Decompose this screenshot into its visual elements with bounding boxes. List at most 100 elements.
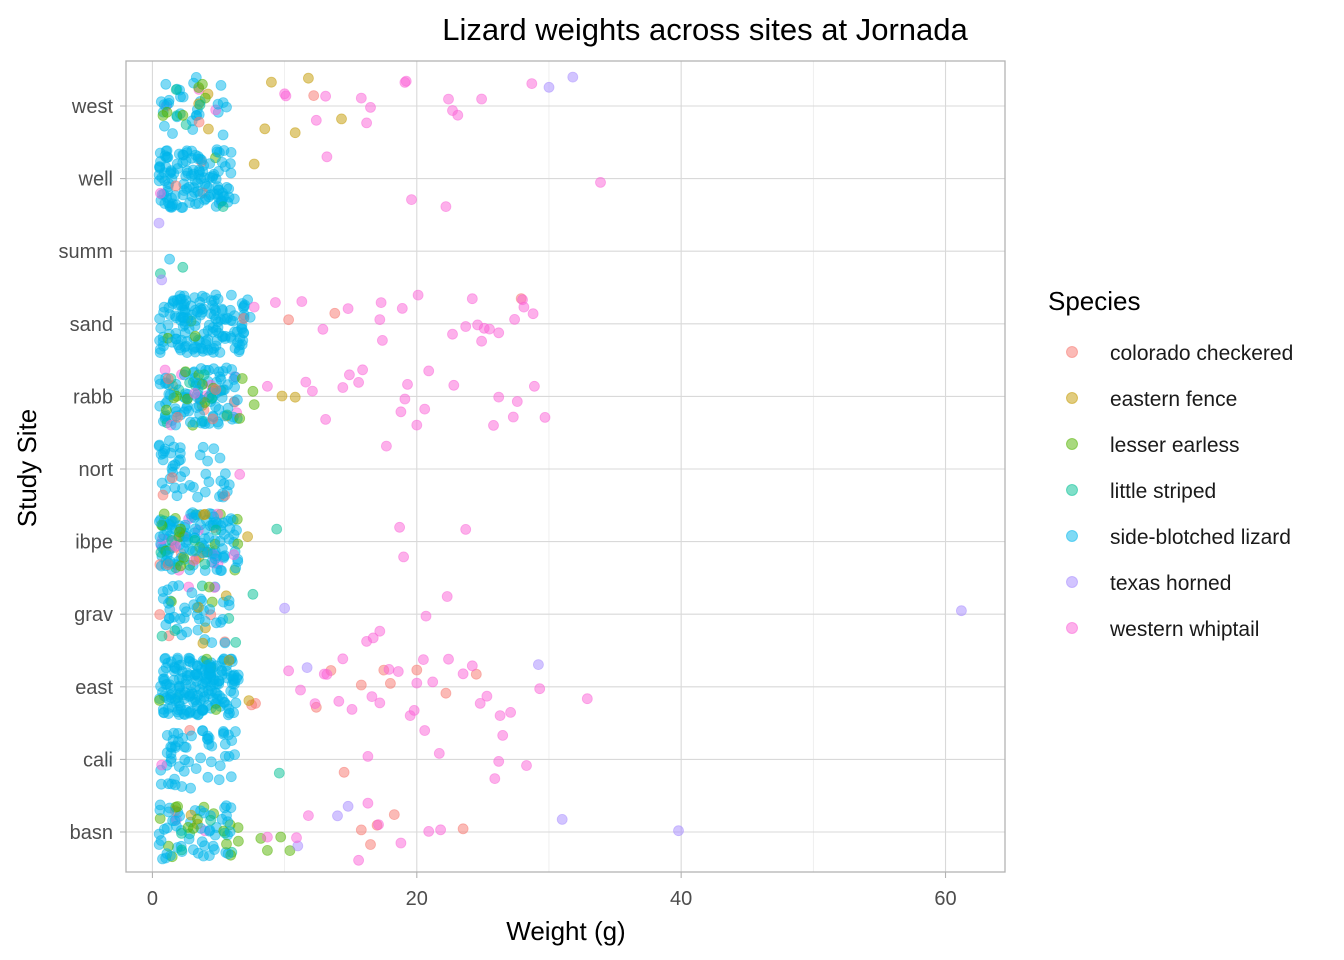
point-side-blotched-lizard	[174, 810, 186, 822]
point-western-whiptail	[511, 396, 523, 407]
point-eastern-fence	[259, 123, 271, 135]
legend-key-western-whiptail	[1066, 622, 1078, 634]
point-side-blotched-lizard	[191, 402, 203, 414]
point-side-blotched-lizard	[214, 535, 226, 547]
point-western-whiptail	[443, 653, 454, 665]
point-western-whiptail	[447, 328, 458, 340]
point-side-blotched-lizard	[217, 129, 229, 141]
point-side-blotched-lizard	[169, 482, 181, 494]
point-lesser-earless	[210, 704, 222, 715]
point-lesser-earless	[284, 845, 296, 856]
point-colorado-checkered	[384, 678, 396, 689]
point-western-whiptail	[346, 704, 358, 715]
point-side-blotched-lizard	[224, 304, 236, 316]
point-texas-horned	[156, 274, 168, 286]
x-tick-label: 0	[147, 888, 158, 910]
point-side-blotched-lizard	[153, 440, 165, 452]
point-side-blotched-lizard	[213, 774, 225, 786]
point-side-blotched-lizard	[223, 751, 235, 762]
point-western-whiptail	[357, 364, 369, 376]
point-western-whiptail	[309, 698, 321, 709]
point-side-blotched-lizard	[202, 334, 214, 345]
point-lesser-earless	[154, 695, 165, 706]
point-little-striped	[198, 369, 210, 381]
point-lesser-earless	[187, 823, 199, 834]
point-lesser-earless	[232, 835, 244, 847]
point-side-blotched-lizard	[229, 726, 241, 737]
point-eastern-fence	[276, 390, 288, 402]
point-colorado-checkered	[154, 609, 166, 620]
point-side-blotched-lizard	[203, 476, 215, 488]
point-western-whiptail	[374, 697, 386, 709]
point-western-whiptail	[518, 301, 530, 313]
point-western-whiptail	[296, 296, 308, 307]
point-colorado-checkered	[157, 489, 169, 501]
point-side-blotched-lizard	[186, 587, 198, 599]
point-side-blotched-lizard	[219, 637, 231, 649]
point-lesser-earless	[174, 526, 185, 538]
point-lesser-earless	[247, 385, 259, 397]
point-side-blotched-lizard	[160, 78, 172, 90]
point-western-whiptail	[361, 117, 373, 129]
panel-border	[125, 60, 1006, 873]
point-side-blotched-lizard	[206, 637, 218, 648]
point-western-whiptail	[406, 194, 417, 206]
point-western-whiptail	[343, 369, 355, 381]
point-western-whiptail	[189, 388, 201, 399]
point-western-whiptail	[448, 379, 460, 391]
point-little-striped	[177, 261, 189, 273]
point-western-whiptail	[595, 176, 606, 188]
point-eastern-fence	[302, 72, 314, 84]
x-tick-label: 40	[670, 888, 692, 910]
point-texas-horned	[342, 800, 354, 812]
point-western-whiptail	[526, 78, 538, 89]
point-eastern-fence	[223, 655, 235, 666]
point-western-whiptail	[170, 540, 182, 552]
point-lesser-earless	[175, 560, 187, 572]
point-texas-horned	[543, 81, 555, 93]
point-colorado-checkered	[172, 411, 184, 423]
point-western-whiptail	[291, 832, 302, 844]
point-lesser-earless	[181, 393, 193, 405]
x-axis: 0 20 40 60	[147, 872, 957, 910]
point-side-blotched-lizard	[192, 151, 204, 162]
point-western-whiptail	[337, 382, 349, 393]
point-western-whiptail	[317, 323, 329, 335]
point-western-whiptail	[374, 625, 386, 637]
legend-label: texas horned	[1110, 572, 1231, 595]
point-side-blotched-lizard	[161, 848, 173, 859]
point-little-striped	[247, 588, 259, 600]
point-side-blotched-lizard	[187, 507, 199, 518]
point-side-blotched-lizard	[164, 253, 176, 265]
point-side-blotched-lizard	[187, 844, 199, 856]
point-side-blotched-lizard	[179, 466, 191, 478]
point-side-blotched-lizard	[208, 443, 220, 455]
point-side-blotched-lizard	[205, 662, 217, 674]
legend-key-side-blotched-lizard	[1066, 530, 1078, 542]
point-western-whiptail	[435, 824, 447, 836]
y-tick-label: sand	[70, 314, 113, 336]
point-colorado-checkered	[440, 687, 452, 699]
point-western-whiptail	[302, 810, 314, 821]
point-western-whiptail	[529, 380, 540, 392]
point-side-blotched-lizard	[168, 168, 180, 179]
point-western-whiptail	[493, 391, 505, 403]
legend-key-lesser-earless	[1066, 438, 1078, 450]
point-side-blotched-lizard	[219, 161, 231, 172]
point-little-striped	[210, 524, 222, 536]
point-little-striped	[176, 828, 187, 839]
point-western-whiptail	[443, 93, 454, 105]
point-texas-horned	[301, 662, 313, 673]
point-eastern-fence	[265, 76, 277, 88]
point-side-blotched-lizard	[158, 823, 170, 835]
point-colorado-checkered	[166, 472, 178, 484]
point-little-striped	[170, 84, 182, 95]
point-eastern-fence	[289, 127, 301, 139]
point-western-whiptail	[320, 90, 332, 102]
point-side-blotched-lizard	[165, 741, 177, 753]
point-western-whiptail	[398, 551, 410, 563]
point-western-whiptail	[306, 385, 318, 397]
point-side-blotched-lizard	[194, 519, 206, 531]
point-western-whiptail	[375, 297, 387, 309]
point-side-blotched-lizard	[205, 756, 217, 768]
